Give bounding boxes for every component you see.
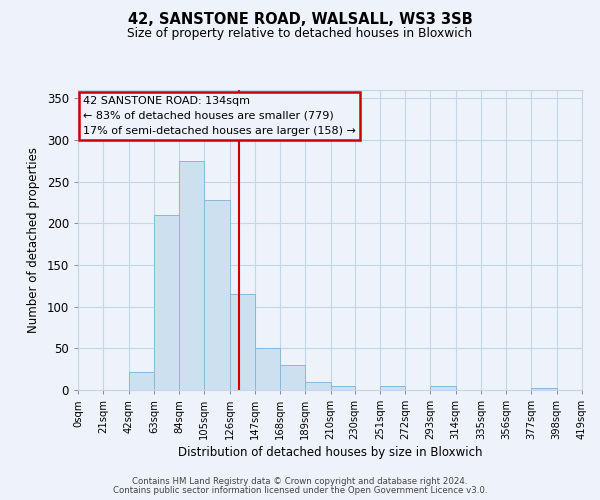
Bar — [230, 294, 255, 390]
Bar — [205, 200, 230, 390]
Bar — [154, 215, 179, 390]
Y-axis label: Number of detached properties: Number of detached properties — [27, 147, 40, 333]
Bar — [305, 382, 331, 390]
Bar — [255, 348, 280, 390]
Bar — [280, 365, 305, 390]
Bar — [430, 386, 455, 390]
Bar — [380, 386, 405, 390]
Bar — [128, 372, 154, 390]
Text: Size of property relative to detached houses in Bloxwich: Size of property relative to detached ho… — [127, 28, 473, 40]
X-axis label: Distribution of detached houses by size in Bloxwich: Distribution of detached houses by size … — [178, 446, 482, 460]
Text: Contains public sector information licensed under the Open Government Licence v3: Contains public sector information licen… — [113, 486, 487, 495]
Text: Contains HM Land Registry data © Crown copyright and database right 2024.: Contains HM Land Registry data © Crown c… — [132, 477, 468, 486]
Bar — [331, 386, 355, 390]
Bar — [179, 161, 205, 390]
Text: 42, SANSTONE ROAD, WALSALL, WS3 3SB: 42, SANSTONE ROAD, WALSALL, WS3 3SB — [128, 12, 472, 28]
Bar — [532, 388, 557, 390]
Text: 42 SANSTONE ROAD: 134sqm
← 83% of detached houses are smaller (779)
17% of semi-: 42 SANSTONE ROAD: 134sqm ← 83% of detach… — [83, 96, 356, 136]
